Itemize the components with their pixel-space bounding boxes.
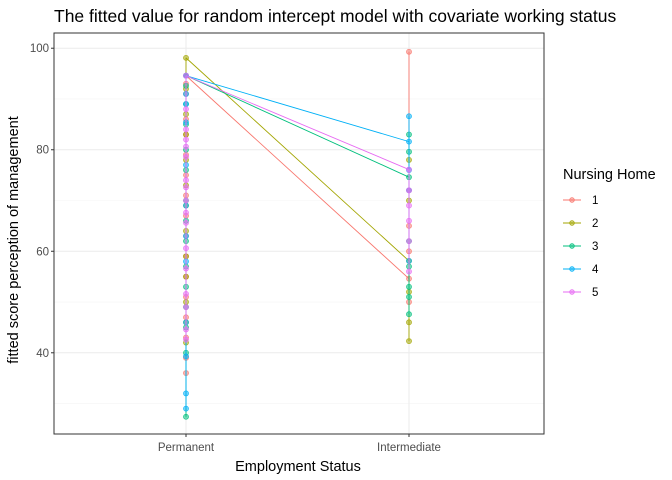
- data-point: [406, 319, 412, 326]
- legend-key-point: [569, 220, 575, 226]
- data-point: [183, 326, 189, 333]
- legend-key-point: [569, 266, 575, 272]
- data-point: [406, 283, 412, 290]
- data-point: [406, 48, 412, 55]
- data-point: [406, 202, 412, 209]
- series-5-fitted-line: [185, 75, 410, 170]
- x-tick-label: Intermediate: [377, 442, 441, 454]
- series-3-fitted-line: [185, 75, 410, 178]
- legend-label: 2: [592, 218, 598, 230]
- data-point: [183, 390, 189, 397]
- legend-item-2: 2: [563, 218, 598, 230]
- legend-item-3: 3: [563, 241, 598, 253]
- series-5: [183, 72, 412, 343]
- data-point: [183, 136, 189, 143]
- data-point: [406, 311, 412, 318]
- panel-background: [54, 33, 544, 434]
- legend-title: Nursing Home: [563, 167, 656, 183]
- legend-label: 5: [592, 287, 598, 299]
- data-point: [406, 138, 412, 145]
- data-point: [183, 304, 189, 311]
- data-point: [183, 219, 189, 226]
- data-point: [406, 338, 412, 345]
- legend-item-5: 5: [563, 287, 598, 299]
- data-point: [183, 54, 189, 61]
- chart-marks: [183, 48, 412, 420]
- data-point: [183, 184, 189, 191]
- plot-panel: [54, 33, 544, 434]
- series-1-fitted-line: [185, 75, 410, 280]
- x-tick-label: Permanent: [158, 442, 215, 454]
- legend-item-4: 4: [563, 264, 599, 276]
- data-point: [183, 265, 189, 272]
- data-point: [183, 245, 189, 252]
- data-point: [406, 238, 412, 245]
- data-point: [183, 336, 189, 343]
- data-point: [183, 405, 189, 412]
- data-point: [183, 197, 189, 204]
- y-axis-title: fitted score perception of management: [6, 116, 22, 363]
- data-point: [406, 187, 412, 194]
- data-point: [183, 353, 189, 360]
- data-point: [183, 153, 189, 160]
- panel-border: [53, 32, 545, 435]
- data-point: [183, 143, 189, 150]
- legend-key-point: [569, 289, 575, 295]
- legend-label: 1: [592, 195, 598, 207]
- y-tick-label: 100: [30, 43, 49, 55]
- chart-title: The fitted value for random intercept mo…: [54, 6, 616, 26]
- legend-label: 3: [592, 241, 598, 253]
- x-axis-ticks: Permanent Intermediate: [158, 434, 441, 454]
- data-point: [183, 126, 189, 133]
- data-point: [406, 294, 412, 300]
- data-point: [183, 291, 189, 297]
- data-point: [183, 177, 189, 184]
- data-point: [183, 72, 189, 79]
- y-tick-label: 80: [36, 145, 49, 157]
- y-tick-label: 60: [36, 246, 49, 258]
- y-tick-label: 40: [36, 348, 49, 360]
- data-point: [406, 217, 412, 224]
- data-point: [406, 113, 412, 120]
- legend-key-point: [569, 243, 575, 249]
- data-point: [183, 413, 189, 420]
- series-4-fitted-line: [185, 75, 410, 143]
- legend-item-1: 1: [563, 195, 598, 207]
- data-point: [183, 106, 189, 113]
- legend: Nursing Home 1 2 3 4 5: [563, 167, 656, 299]
- y-axis-ticks: 40 60 80 100: [30, 43, 54, 360]
- data-point: [406, 166, 412, 173]
- legend-key-point: [569, 197, 575, 203]
- x-axis-title: Employment Status: [235, 459, 361, 475]
- data-point: [183, 209, 189, 216]
- legend-label: 4: [592, 264, 599, 276]
- data-point: [406, 268, 412, 275]
